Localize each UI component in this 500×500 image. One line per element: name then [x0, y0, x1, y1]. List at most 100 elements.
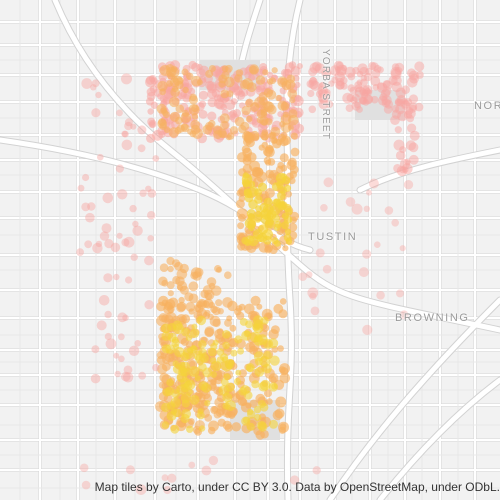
heat-dot: [265, 159, 272, 166]
heat-dot: [249, 399, 258, 408]
heat-dot: [351, 203, 363, 215]
heat-dot: [104, 239, 114, 249]
heat-dot: [105, 338, 117, 350]
heat-dot: [166, 256, 175, 266]
heat-dot: [222, 341, 230, 350]
heat-dot: [362, 249, 372, 259]
heat-dot: [189, 328, 200, 338]
heat-dot: [241, 145, 251, 154]
heat-dot: [226, 132, 235, 140]
heat-dot: [360, 78, 368, 87]
heat-dot: [336, 64, 347, 76]
heat-dot: [219, 130, 227, 139]
heat-dot: [399, 146, 407, 154]
heat-dot: [172, 360, 179, 367]
heat-dot: [368, 61, 377, 70]
heat-dot: [354, 86, 366, 98]
heat-dot: [84, 240, 93, 249]
heat-dot: [390, 115, 400, 125]
heat-dot: [205, 69, 214, 78]
heat-dot: [320, 204, 328, 212]
heat-dot: [260, 106, 267, 113]
heat-dot: [137, 144, 146, 153]
heat-dot: [160, 99, 167, 106]
heat-dot: [182, 109, 190, 117]
heat-dot: [278, 426, 286, 434]
heat-dot: [237, 222, 245, 230]
heat-dot: [241, 178, 250, 187]
heat-dot: [230, 349, 238, 357]
heat-dot: [181, 399, 190, 408]
heat-dot: [222, 392, 233, 403]
heat-dot: [279, 136, 289, 147]
heat-dot: [124, 121, 133, 131]
heat-dot: [323, 177, 334, 188]
heat-dot: [147, 211, 156, 220]
heat-dot: [121, 73, 132, 85]
heat-dot: [159, 122, 167, 130]
heat-dot: [97, 153, 104, 161]
heat-dot: [298, 272, 308, 282]
heat-dot: [124, 118, 133, 127]
heat-dot: [279, 372, 291, 384]
heat-dot: [256, 420, 267, 430]
heat-dot: [255, 85, 262, 93]
heat-dot: [207, 88, 218, 99]
heat-dot: [254, 413, 262, 422]
heat-dot: [168, 323, 176, 331]
heat-dot: [356, 79, 363, 86]
heat-dot: [246, 364, 254, 372]
heat-dot: [408, 154, 419, 165]
heat-dot: [335, 80, 345, 90]
heat-dot: [255, 75, 266, 85]
heat-dot: [289, 170, 298, 179]
heat-dot: [145, 185, 152, 192]
heat-dot: [178, 296, 185, 304]
heat-dot: [228, 359, 235, 366]
heat-dot: [305, 271, 313, 279]
heat-dot: [232, 83, 239, 91]
heat-dot: [259, 202, 269, 213]
heat-dot: [223, 373, 231, 381]
heat-dot: [370, 76, 381, 86]
heat-dot: [125, 276, 133, 284]
heat-dot: [205, 80, 215, 90]
heat-dot: [122, 130, 129, 138]
heat-dot: [252, 315, 264, 326]
heat-dot: [314, 63, 326, 74]
heat-dot: [118, 355, 125, 363]
heat-dot: [290, 132, 298, 140]
heat-dot: [167, 473, 177, 483]
heat-dot: [125, 465, 135, 475]
heat-dot: [194, 375, 201, 382]
heat-dot: [358, 96, 367, 104]
heat-dot: [258, 144, 265, 151]
heat-dot: [255, 210, 262, 218]
heat-dot: [286, 159, 297, 171]
heat-dot: [166, 378, 174, 387]
heat-dot: [409, 73, 419, 84]
heat-dot: [198, 90, 209, 100]
heat-dot: [251, 168, 261, 177]
heat-dot: [282, 245, 289, 252]
heat-dot: [324, 89, 331, 96]
heat-dot: [174, 261, 183, 271]
heat-dot: [129, 204, 137, 213]
heat-dot: [286, 74, 296, 84]
heat-dot: [147, 108, 154, 115]
heat-dot: [224, 271, 232, 280]
heat-dot: [242, 172, 249, 179]
heat-dot: [188, 60, 197, 70]
heat-dot: [187, 347, 194, 354]
heat-dot: [91, 345, 100, 354]
heat-dot: [262, 229, 274, 241]
heat-dot: [170, 397, 181, 408]
heat-dot: [146, 133, 156, 143]
heat-dot: [170, 424, 180, 434]
heat-dot: [308, 105, 317, 114]
heat-dot: [198, 425, 206, 432]
heat-dot: [265, 244, 273, 253]
heat-dot: [114, 370, 121, 378]
